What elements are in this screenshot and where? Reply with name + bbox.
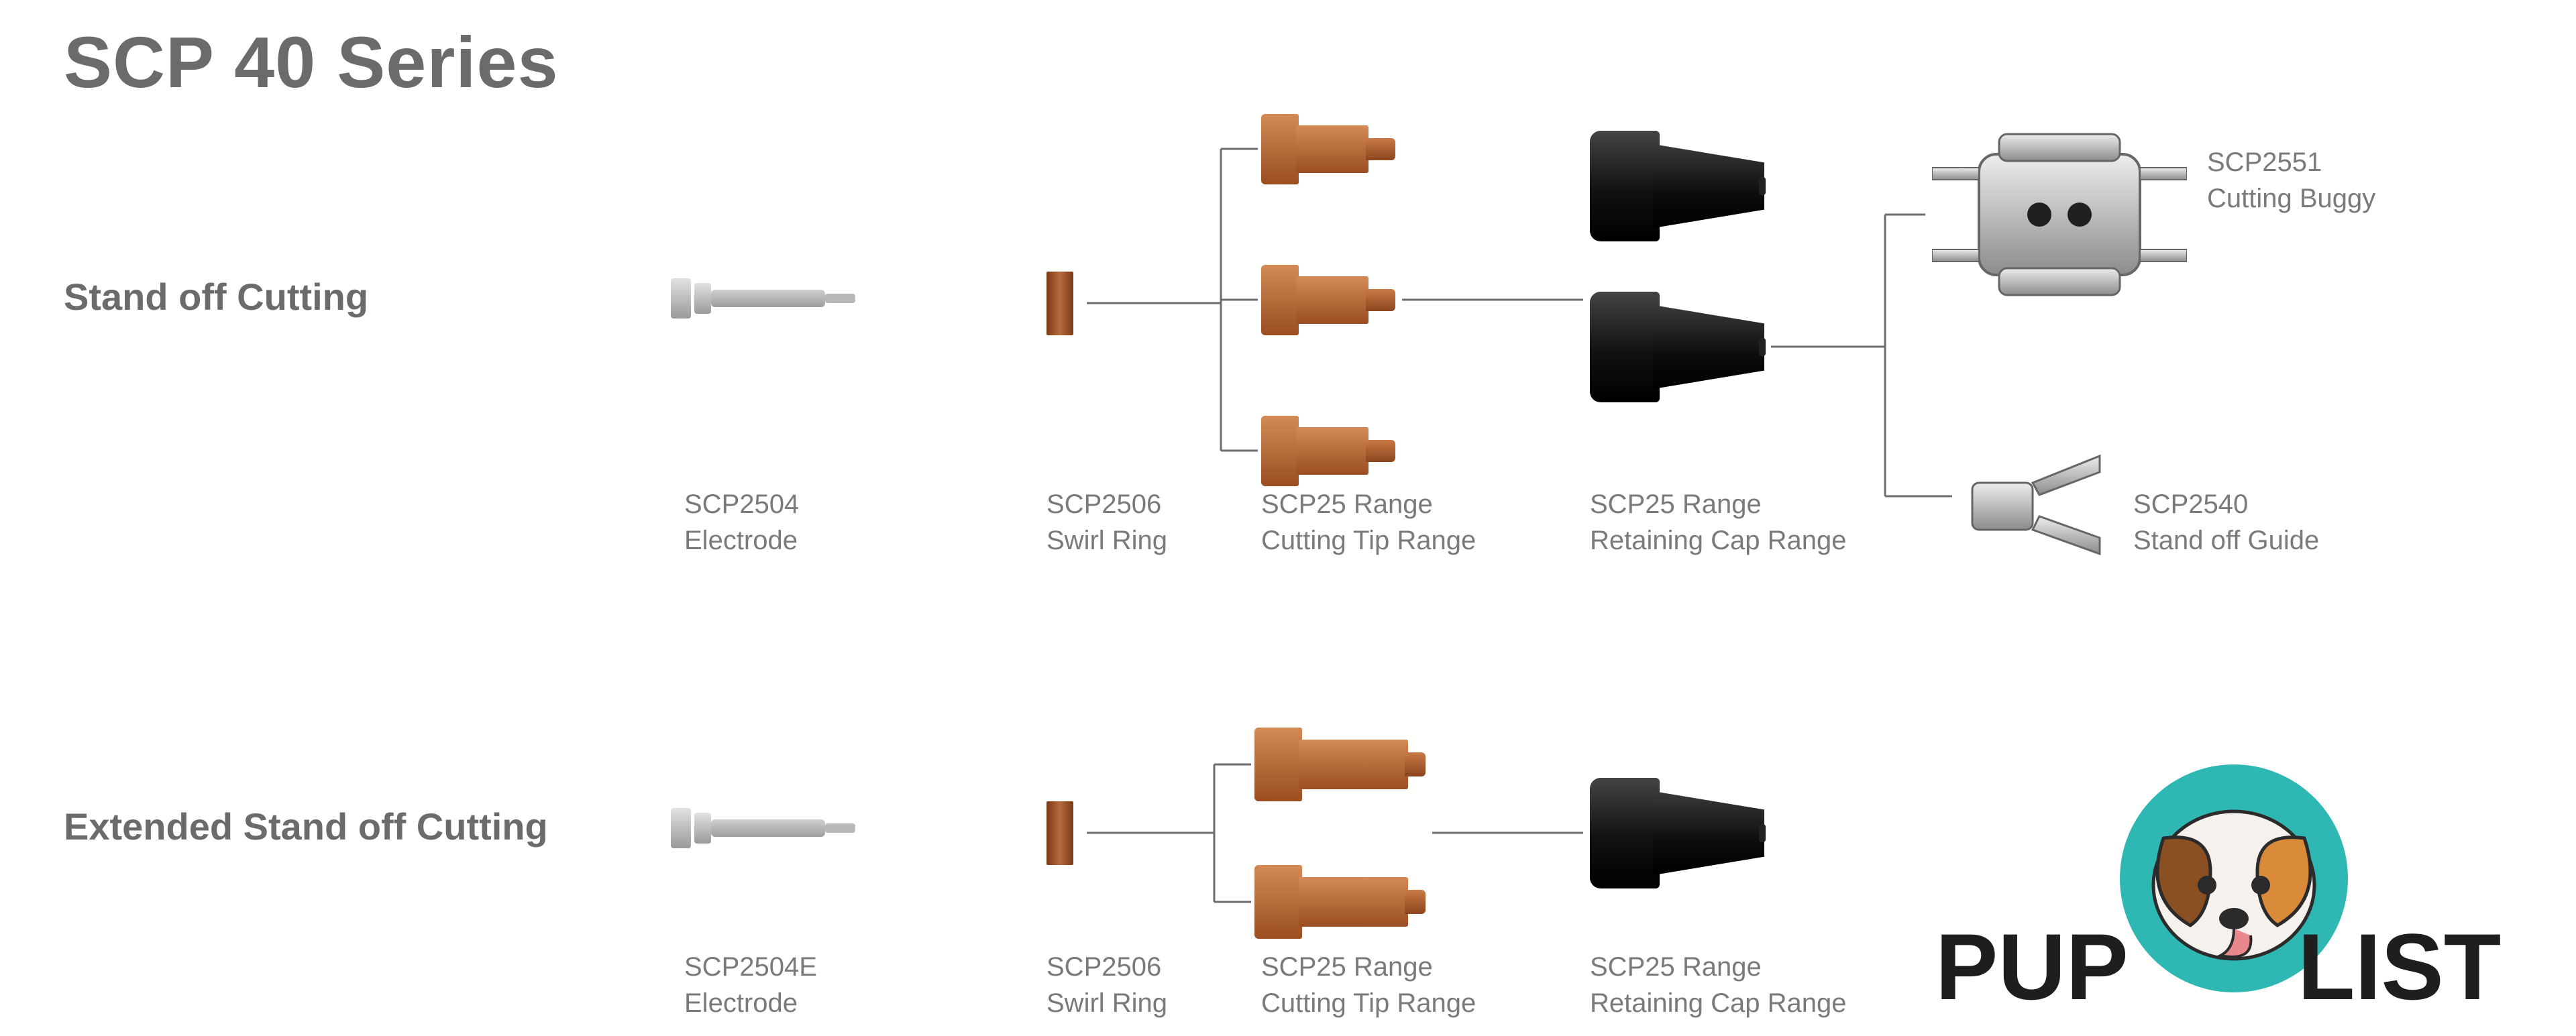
logo-text-left: PUP — [1935, 914, 2129, 1019]
part-code: SCP2506 — [1046, 949, 1167, 985]
logo-text-right: LIST — [2298, 914, 2501, 1019]
part-label-cap-2: SCP25 Range Retaining Cap Range — [1590, 949, 1846, 1021]
part-code: SCP2504E — [684, 949, 817, 985]
part-name: Swirl Ring — [1046, 985, 1167, 1021]
part-code: SCP25 Range — [1590, 949, 1846, 985]
part-name: Cutting Tip Range — [1261, 985, 1476, 1021]
part-name: Electrode — [684, 985, 817, 1021]
part-code: SCP25 Range — [1261, 949, 1476, 985]
part-label-electrode-e: SCP2504E Electrode — [684, 949, 817, 1021]
part-label-swirl-2: SCP2506 Swirl Ring — [1046, 949, 1167, 1021]
part-name: Retaining Cap Range — [1590, 985, 1846, 1021]
part-label-tip-2: SCP25 Range Cutting Tip Range — [1261, 949, 1476, 1021]
puppylist-logo: PUP LIST — [1925, 751, 2569, 1033]
